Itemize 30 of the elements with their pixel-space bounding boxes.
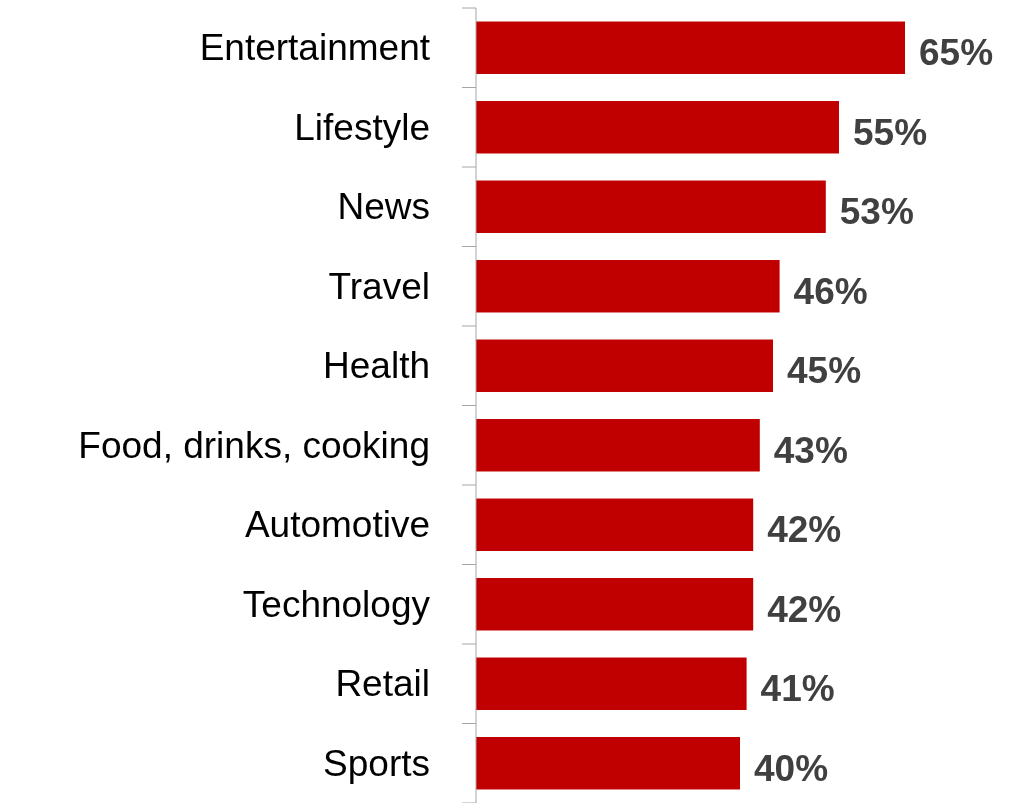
data-label: 45% bbox=[787, 350, 862, 392]
bar bbox=[476, 180, 826, 233]
y-tick-label: Retail bbox=[335, 663, 430, 705]
y-tick-label: Sports bbox=[323, 742, 430, 784]
y-tick-label: Technology bbox=[242, 583, 431, 625]
y-tick-label: Lifestyle bbox=[294, 106, 430, 148]
data-label: 53% bbox=[839, 191, 914, 233]
bar bbox=[476, 498, 754, 551]
bar bbox=[476, 419, 760, 472]
bar bbox=[476, 657, 747, 710]
data-label: 46% bbox=[793, 270, 868, 312]
bar bbox=[476, 737, 740, 790]
bar bbox=[476, 339, 773, 392]
data-label: 40% bbox=[754, 747, 829, 789]
data-label: 41% bbox=[760, 668, 835, 710]
data-label: 42% bbox=[767, 509, 842, 551]
y-tick-label: Food, drinks, cooking bbox=[78, 424, 430, 466]
y-tick-label: Entertainment bbox=[199, 27, 431, 69]
bar bbox=[476, 101, 839, 154]
y-tick-label: News bbox=[337, 186, 430, 228]
data-label: 42% bbox=[767, 588, 842, 630]
y-tick-label: Automotive bbox=[244, 504, 430, 546]
data-label: 65% bbox=[919, 32, 994, 74]
data-label: 55% bbox=[853, 111, 928, 153]
bar bbox=[476, 260, 780, 313]
bar bbox=[476, 21, 905, 74]
y-tick-label: Health bbox=[323, 345, 430, 387]
bar bbox=[476, 578, 754, 631]
y-tick-label: Travel bbox=[328, 265, 430, 307]
data-label: 43% bbox=[773, 429, 848, 471]
